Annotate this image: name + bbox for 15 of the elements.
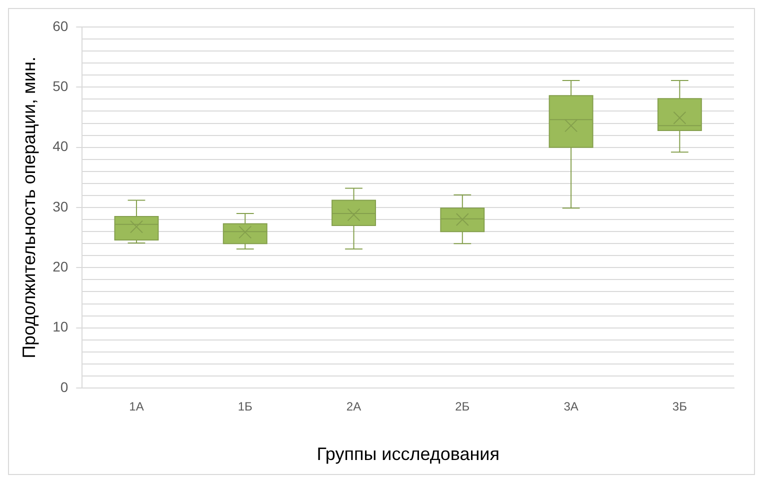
y-axis-title: Продолжительность операции, мин.: [18, 56, 39, 358]
y-tick-label: 60: [52, 18, 68, 34]
x-tick-label: 1А: [129, 400, 144, 414]
y-tick-label: 30: [52, 198, 68, 214]
x-tick-label: 2Б: [455, 400, 470, 414]
x-axis-title: Группы исследования: [316, 444, 500, 464]
x-tick-label: 3Б: [672, 400, 688, 414]
y-tick-label: 20: [52, 258, 68, 275]
y-tick-label: 40: [52, 138, 68, 154]
x-tick-label: 3А: [564, 400, 578, 414]
x-tick-label: 1Б: [238, 400, 253, 414]
y-tick-label: 10: [52, 318, 68, 335]
x-tick-label: 2А: [346, 400, 362, 414]
y-tick-label: 0: [60, 378, 68, 395]
y-tick-label: 50: [52, 78, 68, 94]
